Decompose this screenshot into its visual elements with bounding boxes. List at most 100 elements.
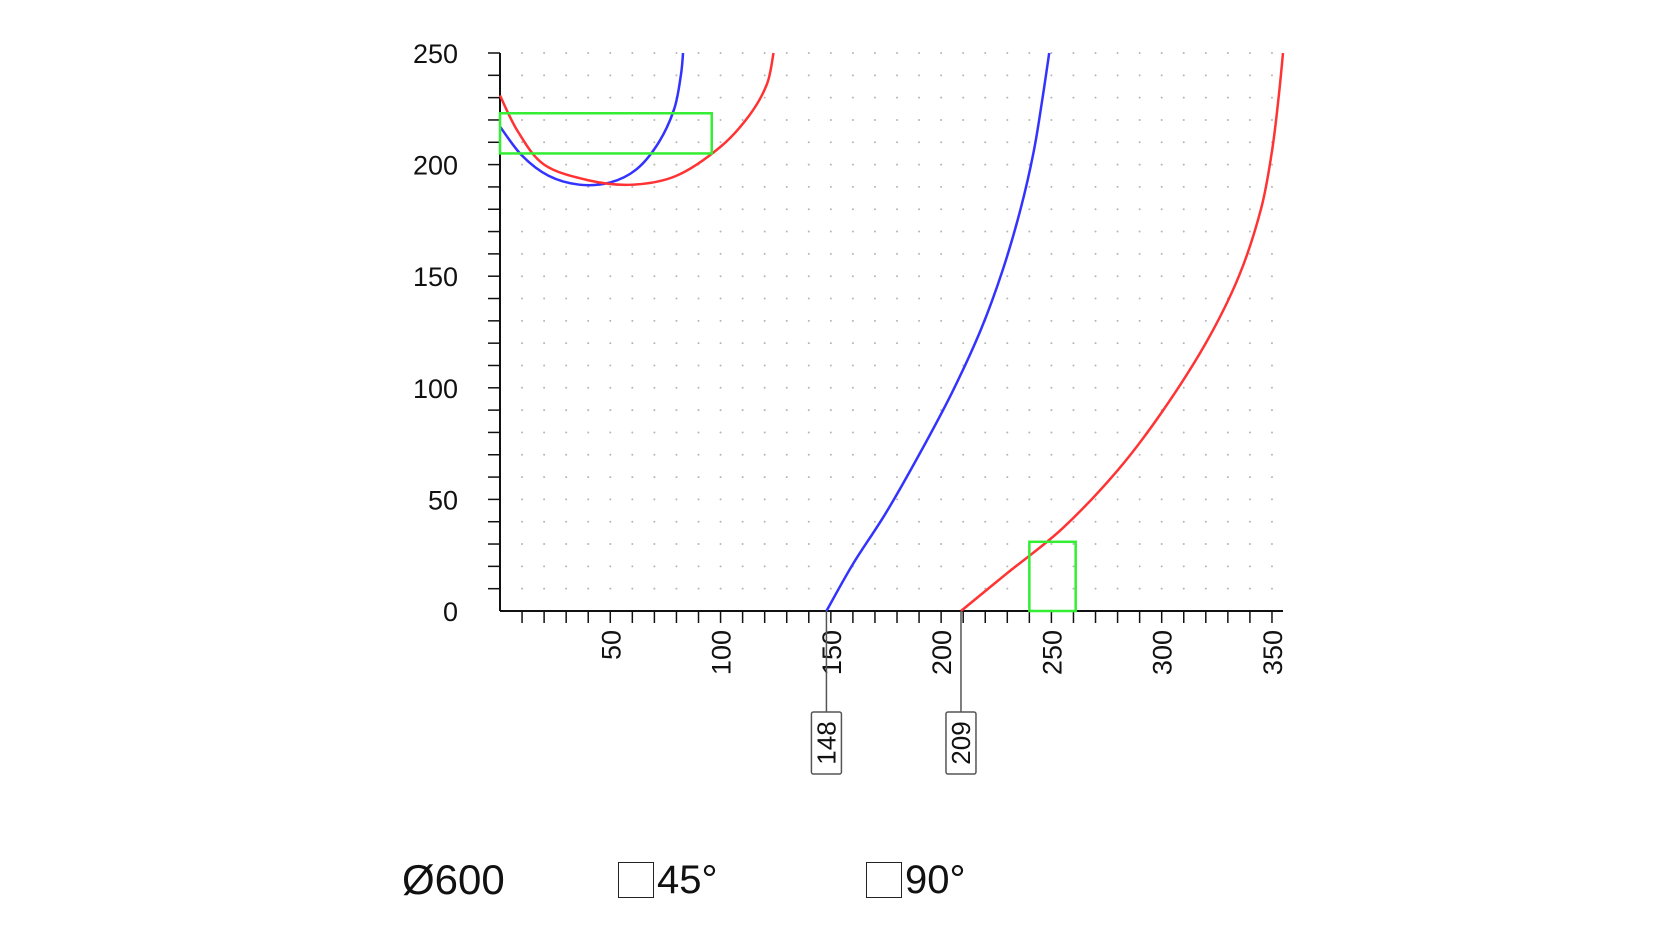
grid-dot [1270,275,1273,278]
grid-dot [741,52,744,54]
grid-dot [1160,141,1163,144]
grid-dot [543,431,546,434]
grid-dot [1226,163,1229,166]
grid-dot [984,252,987,255]
grid-dot [807,185,810,188]
grid-dot [873,275,876,278]
grid-dot [896,543,899,546]
grid-dot [1116,96,1119,99]
grid-dot [1270,453,1273,456]
grid-dot [807,409,810,412]
highlight-rectangles [498,112,1077,613]
grid-dot [1204,275,1207,278]
grid-dot [918,141,921,144]
grid-dot [719,364,722,367]
grid-dot [1094,364,1097,367]
grid-dot [631,208,634,211]
grid-dot [785,409,788,412]
grid-dot [1248,498,1251,501]
grid-dot [807,587,810,590]
grid-dot [918,364,921,367]
grid-dot [873,52,876,54]
grid-dot [719,342,722,345]
grid-dot [719,275,722,278]
grid-dot [1094,319,1097,322]
grid-dot [1248,96,1251,99]
grid-dot [653,275,656,278]
grid-dot [1204,565,1207,568]
grid-dot [829,118,832,121]
grid-dot [1072,409,1075,412]
grid-dot [587,208,590,211]
grid-dot [675,476,678,479]
grid-dot [873,230,876,233]
grid-dot [631,386,634,389]
grid-dot [565,565,568,568]
legend-item-90: 90° [866,850,966,910]
grid-dot [543,118,546,121]
grid-dot [1116,565,1119,568]
grid-dot [785,364,788,367]
grid-dot [1050,498,1053,501]
grid-dot [543,185,546,188]
grid-dot [631,141,634,144]
grid-dot [1270,230,1273,233]
grid-dot [962,543,965,546]
grid-dot [1248,364,1251,367]
x-tick-label: 300 [1148,630,1178,675]
grid-dot [1116,185,1119,188]
grid-dot [719,543,722,546]
grid-dot [785,520,788,523]
grid-dot [1094,476,1097,479]
grid-dot [873,185,876,188]
grid-dot [653,565,656,568]
grid-dot [918,565,921,568]
grid-dot [763,118,766,121]
grid-dot [763,543,766,546]
grid-dot [1160,520,1163,523]
grid [521,52,1273,590]
grid-dot [675,297,678,300]
grid-dot [873,543,876,546]
grid-dot [587,565,590,568]
grid-dot [940,364,943,367]
grid-dot [1160,364,1163,367]
grid-dot [521,431,524,434]
grid-dot [962,185,965,188]
grid-dot [719,208,722,211]
grid-dot [873,208,876,211]
grid-dot [896,163,899,166]
grid-dot [609,409,612,412]
grid-dot [697,297,700,300]
grid-dot [962,163,965,166]
grid-dot [962,587,965,590]
grid-dot [984,74,987,77]
grid-dot [1226,96,1229,99]
grid-dot [1028,208,1031,211]
grid-dot [1248,342,1251,345]
grid-dot [873,319,876,322]
grid-dot [1094,520,1097,523]
grid-dot [1270,118,1273,121]
grid-dot [984,297,987,300]
grid-dot [741,364,744,367]
grid-dot [741,185,744,188]
grid-dot [829,431,832,434]
grid-dot [984,520,987,523]
grid-dot [653,163,656,166]
grid-dot [1160,319,1163,322]
grid-dot [962,96,965,99]
grid-dot [653,498,656,501]
grid-dot [653,386,656,389]
grid-dot [565,431,568,434]
grid-dot [521,565,524,568]
grid-dot [807,230,810,233]
grid-dot [1116,543,1119,546]
grid-dot [1116,52,1119,54]
grid-dot [1160,476,1163,479]
grid-dot [1028,342,1031,345]
grid-dot [719,453,722,456]
grid-dot [851,52,854,54]
grid-dot [763,74,766,77]
grid-dot [1138,364,1141,367]
